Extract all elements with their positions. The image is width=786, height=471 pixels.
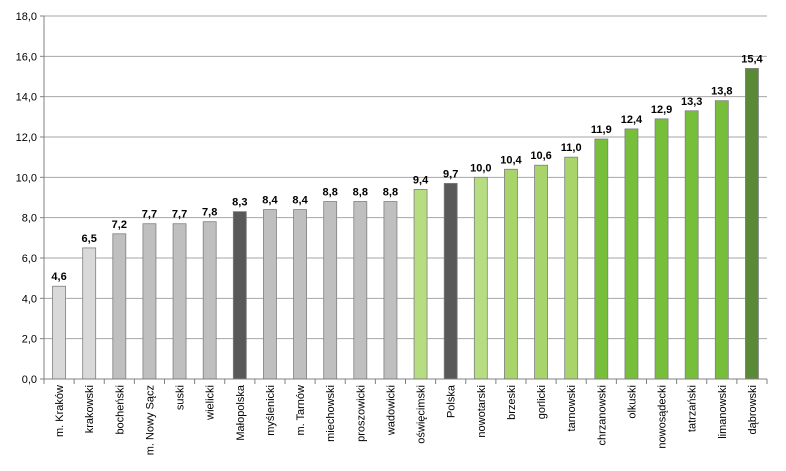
category-label: wadowicki: [385, 385, 397, 436]
data-label: 9,4: [413, 174, 429, 186]
category-label: miechowski: [325, 385, 337, 442]
category-label: m. Kraków: [54, 385, 66, 437]
bar: [263, 209, 277, 380]
bar: [534, 164, 548, 380]
data-label: 13,3: [681, 96, 702, 108]
y-tick-label: 4,0: [22, 293, 37, 305]
y-tick-label: 2,0: [22, 334, 37, 346]
bar: [142, 223, 157, 380]
bar: [232, 211, 247, 380]
bar: [594, 138, 609, 380]
category-label: oświęcimski: [416, 385, 428, 444]
data-label: 8,8: [383, 187, 398, 199]
data-label: 7,7: [172, 209, 187, 221]
bar: [172, 223, 187, 380]
category-label: wielicki: [205, 385, 217, 421]
bar: [112, 233, 127, 380]
category-label: nowosądecki: [657, 385, 669, 449]
data-label: 7,7: [142, 209, 157, 221]
bar: [684, 110, 699, 380]
bar: [504, 168, 518, 380]
data-label: 12,4: [621, 114, 643, 126]
category-label: gorlicki: [536, 385, 548, 419]
data-label: 8,4: [292, 195, 308, 207]
category-label: tarnowski: [566, 385, 578, 431]
category-label: myślenicki: [265, 385, 277, 436]
data-labels: 4,6 6,5 7,2 7,7 7,7 7,8 8,3 8,4 8,4 8,8 8,8 8,8 9,4 9…: [51, 53, 763, 283]
bar: [714, 100, 729, 380]
data-label: 8,8: [323, 187, 338, 199]
y-axis: 0,0 2,0 4,0 6,0 8,0 10,0 12,0 14,0 16,0 18,0: [16, 11, 45, 386]
y-tick-label: 10,0: [16, 172, 37, 184]
data-label: 9,7: [443, 168, 458, 180]
data-label: 10,0: [470, 162, 491, 174]
data-label: 6,5: [82, 233, 97, 245]
data-label: 7,2: [112, 219, 127, 231]
category-label: limanowski: [717, 385, 729, 439]
data-label: 8,3: [232, 197, 247, 209]
data-label: 4,6: [51, 271, 66, 283]
category-label: brzeski: [506, 385, 518, 420]
y-tick-label: 8,0: [22, 213, 37, 225]
bar: [383, 201, 398, 380]
category-label: Małopolska: [235, 384, 247, 441]
bars: [52, 68, 759, 380]
y-tick-label: 16,0: [16, 51, 37, 63]
category-label: olkuski: [626, 385, 638, 419]
data-label: 12,9: [651, 104, 672, 116]
data-label: 11,9: [591, 124, 612, 136]
bar: [413, 189, 428, 380]
y-tick-label: 14,0: [16, 92, 37, 104]
bar: [745, 68, 759, 380]
bar: [443, 182, 458, 380]
category-label: nowotarski: [476, 385, 488, 438]
category-label: proszowicki: [355, 385, 367, 442]
y-tick-label: 18,0: [16, 11, 37, 23]
y-tick-label: 0,0: [22, 374, 37, 386]
bar: [564, 156, 579, 380]
bar: [293, 209, 307, 380]
category-label: dąbrowski: [747, 385, 759, 435]
category-label: tatrzański: [687, 385, 699, 432]
bar: [624, 128, 639, 380]
category-label: bocheński: [114, 385, 126, 435]
x-axis: m. Kraków krakowski bocheński m. Nowy Sącz s…: [43, 378, 768, 455]
data-label: 7,8: [202, 207, 217, 219]
y-tick-label: 12,0: [16, 132, 37, 144]
category-label: m. Tarnów: [295, 385, 307, 436]
bar: [82, 247, 97, 380]
bar: [654, 118, 669, 380]
data-label: 10,6: [530, 150, 551, 162]
bar: [353, 201, 368, 380]
bar: [473, 176, 488, 380]
category-label: suski: [175, 385, 187, 410]
data-label: 8,4: [262, 195, 278, 207]
bar: [323, 201, 338, 380]
gridlines: [44, 15, 767, 380]
data-label: 8,8: [353, 187, 368, 199]
data-label: 13,8: [711, 86, 732, 98]
category-label: Polska: [446, 384, 458, 418]
category-label: m. Nowy Sącz: [144, 385, 156, 455]
bar: [52, 285, 66, 380]
y-tick-label: 6,0: [22, 253, 37, 265]
data-label: 11,0: [561, 142, 582, 154]
data-label: 15,4: [741, 53, 763, 65]
bar: [202, 221, 217, 380]
category-label: krakowski: [84, 385, 96, 433]
category-label: chrzanowski: [596, 385, 608, 446]
data-label: 10,4: [500, 154, 522, 166]
